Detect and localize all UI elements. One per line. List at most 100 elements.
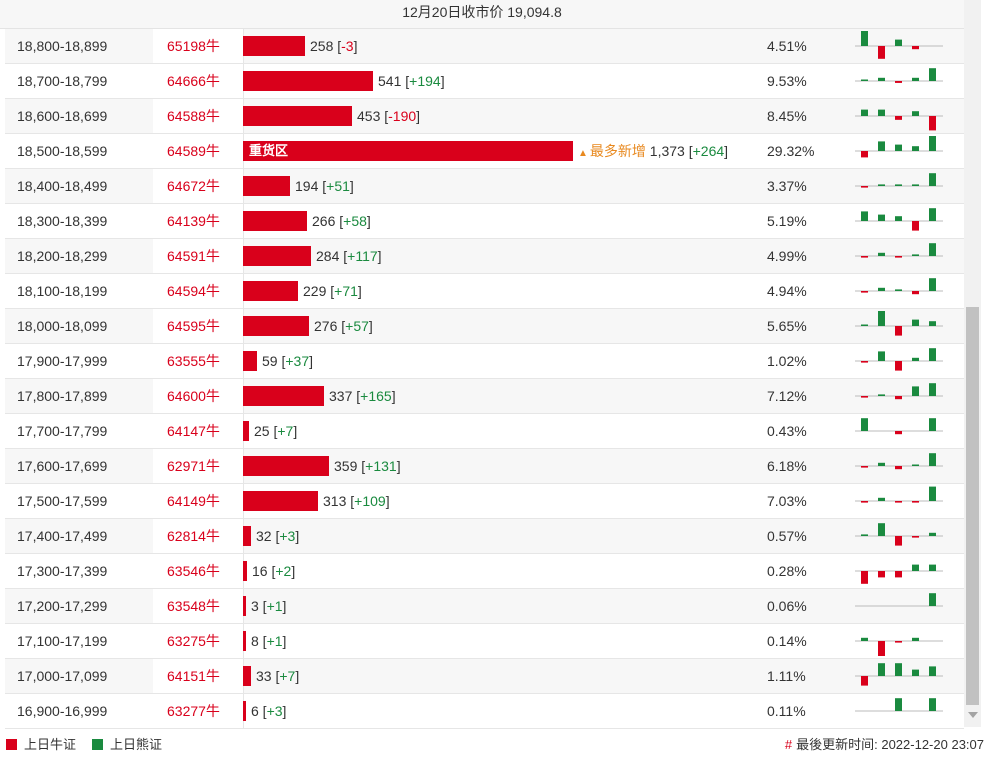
warrant-code-link[interactable]: 64139牛: [167, 213, 220, 229]
warrant-code-link[interactable]: 64666牛: [167, 73, 220, 89]
volume-bar: [243, 351, 257, 371]
daily-change: +109: [354, 493, 386, 509]
sparkline-bar: [861, 256, 868, 258]
sparkline-bar: [861, 396, 868, 398]
contract-count: 266: [312, 213, 336, 229]
contract-count: 313: [323, 493, 347, 509]
hash-icon: #: [784, 737, 793, 752]
legend-bear-label: 上日熊证: [110, 737, 163, 752]
volume-info: 266 [+58]: [312, 213, 371, 229]
volume-info: 453 [-190]: [357, 108, 421, 124]
warrant-code-link[interactable]: 64591牛: [167, 248, 220, 264]
warrant-code-link[interactable]: 63275牛: [167, 633, 220, 649]
volume-info: 6 [+3]: [251, 703, 287, 719]
sparkline-bar: [912, 319, 919, 326]
warrant-code-link[interactable]: 65198牛: [167, 38, 220, 54]
sparkline-bar: [912, 77, 919, 81]
contract-count: 16: [252, 563, 268, 579]
contract-count: 3: [251, 598, 259, 614]
code-cell: 63548牛: [153, 589, 244, 623]
percentage: 8.45%: [767, 108, 807, 124]
sparkline-bar: [861, 637, 868, 641]
sparkline-bar: [912, 669, 919, 676]
header-bar: 12月20日收市价 19,094.8: [0, 0, 964, 29]
contract-count: 337: [329, 388, 353, 404]
daily-change: +1: [266, 598, 283, 614]
close-price-title: 12月20日收市价 19,094.8: [402, 4, 562, 20]
price-range: 18,500-18,599: [17, 143, 108, 159]
trend-sparkline: [855, 593, 943, 607]
sparkline-bar: [895, 289, 902, 291]
warrant-code-link[interactable]: 63555牛: [167, 353, 220, 369]
scroll-down-arrow-icon[interactable]: [968, 712, 978, 718]
price-range: 17,000-17,099: [17, 668, 108, 684]
daily-change: +7: [277, 423, 294, 439]
table-row: 17,800-17,899 64600牛 337 [+165] 7.12%: [5, 379, 964, 414]
warrant-code-link[interactable]: 63277牛: [167, 703, 220, 719]
sparkline-bar: [878, 46, 885, 59]
code-cell: 64147牛: [153, 414, 244, 448]
warrant-code-link[interactable]: 64672牛: [167, 178, 220, 194]
sparkline-bar: [861, 466, 868, 468]
sparkline-bar: [895, 361, 902, 371]
warrant-code-link[interactable]: 64149牛: [167, 493, 220, 509]
sparkline-bar: [878, 571, 885, 578]
warrant-code-link[interactable]: 62971牛: [167, 458, 220, 474]
sparkline-bar: [878, 287, 885, 291]
code-cell: 64591牛: [153, 239, 244, 273]
contract-count: 258: [310, 38, 334, 54]
table-row: 18,500-18,599 64589牛 重货区 ▲ 最多新增 1,373 [+264]…: [5, 134, 964, 169]
code-cell: 64151牛: [153, 659, 244, 693]
volume-info: 59 [+37]: [262, 353, 313, 369]
warrant-code-link[interactable]: 62814牛: [167, 528, 220, 544]
table-row: 18,200-18,299 64591牛 284 [+117] 4.99%: [5, 239, 964, 274]
trend-sparkline: [855, 243, 943, 258]
code-cell: 64600牛: [153, 379, 244, 413]
price-range: 17,500-17,599: [17, 493, 108, 509]
scrollbar-thumb[interactable]: [966, 307, 979, 705]
code-cell: 62971牛: [153, 449, 244, 483]
sparkline-bar: [861, 79, 868, 81]
volume-bar: [243, 386, 324, 406]
scrollbar[interactable]: [964, 0, 981, 727]
volume-info: 337 [+165]: [329, 388, 396, 404]
warrant-code-link[interactable]: 63546牛: [167, 563, 220, 579]
most-new-label: 最多新增: [589, 143, 646, 159]
table-row: 17,000-17,099 64151牛 33 [+7] 1.11%: [5, 659, 964, 694]
volume-bar: [243, 281, 298, 301]
price-range: 18,700-18,799: [17, 73, 108, 89]
table-row: 17,400-17,499 62814牛 32 [+3] 0.57%: [5, 519, 964, 554]
trend-sparkline: [855, 68, 943, 83]
daily-change: +71: [334, 283, 358, 299]
contract-count: 6: [251, 703, 259, 719]
warrant-code-link[interactable]: 64589牛: [167, 143, 220, 159]
warrant-code-link[interactable]: 64151牛: [167, 668, 220, 684]
warrant-code-link[interactable]: 64147牛: [167, 423, 220, 439]
sparkline-bar: [929, 418, 936, 431]
price-range: 18,200-18,299: [17, 248, 108, 264]
warrant-code-link[interactable]: 63548牛: [167, 598, 220, 614]
warrant-code-link[interactable]: 64595牛: [167, 318, 220, 334]
trend-sparkline: [855, 564, 943, 584]
table-row: 18,100-18,199 64594牛 229 [+71] 4.94%: [5, 274, 964, 309]
sparkline-bar: [929, 593, 936, 606]
sparkline-bar: [878, 523, 885, 536]
volume-info: 229 [+71]: [303, 283, 362, 299]
warrant-code-link[interactable]: 64594牛: [167, 283, 220, 299]
bull-swatch-icon: [6, 739, 17, 750]
sparkline-bar: [929, 116, 936, 131]
sparkline-bar: [929, 208, 936, 221]
volume-info: 541 [+194]: [378, 73, 445, 89]
volume-bar: [243, 246, 311, 266]
daily-change: +194: [409, 73, 441, 89]
table-row: 18,800-18,899 65198牛 258 [-3] 4.51%: [5, 29, 964, 64]
percentage: 0.14%: [767, 633, 807, 649]
volume-bar: [243, 316, 309, 336]
warrant-code-link[interactable]: 64588牛: [167, 108, 220, 124]
trend-sparkline: [855, 418, 943, 435]
sparkline-bar: [895, 116, 902, 120]
sparkline-bar: [878, 252, 885, 256]
sparkline-bar: [895, 216, 902, 221]
warrant-code-link[interactable]: 64600牛: [167, 388, 220, 404]
contract-count: 1,373: [649, 143, 685, 159]
